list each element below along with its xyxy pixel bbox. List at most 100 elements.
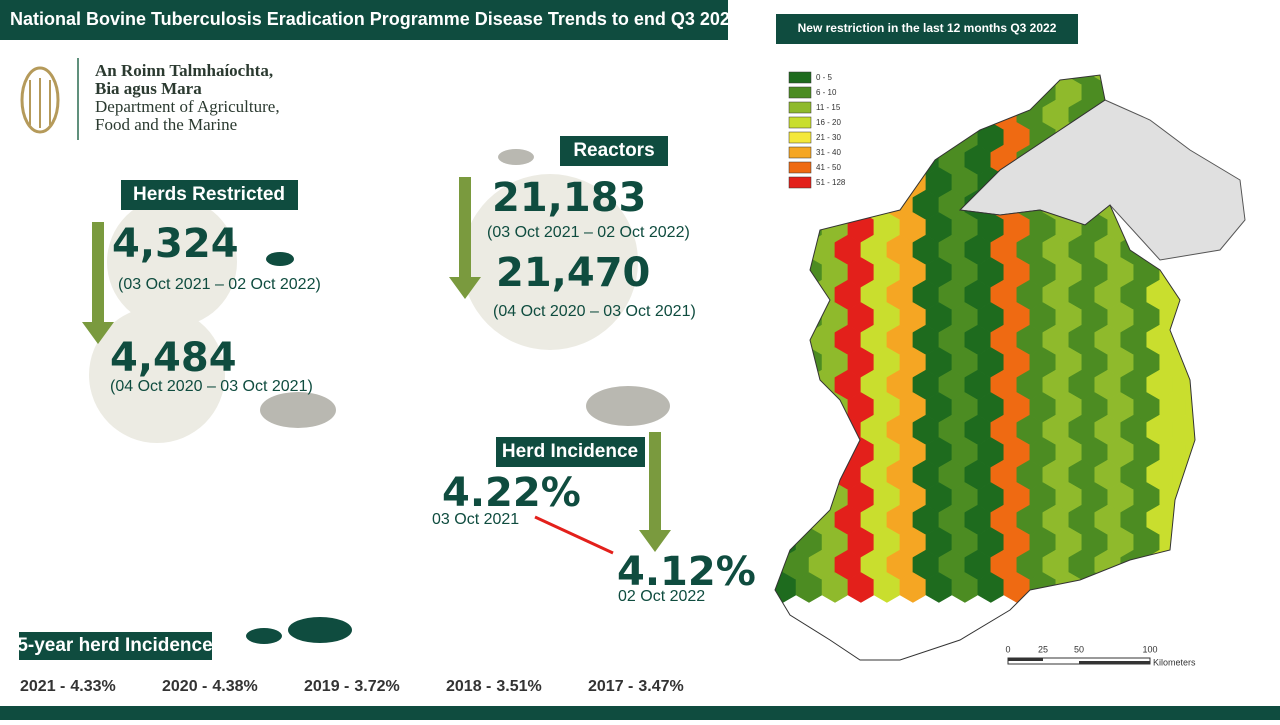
stat: 4.22%: [442, 470, 581, 516]
hex-cell: [925, 122, 953, 153]
legend-label: 16 - 20: [816, 118, 841, 127]
legend-swatch: [788, 146, 812, 159]
hex-cell: [775, 347, 797, 378]
footer-bar: [0, 706, 1280, 720]
hex-cell: [775, 75, 784, 86]
dept-line: Food and the Marine: [95, 115, 237, 134]
rate: 4.38%: [212, 678, 257, 695]
legend-label: 6 - 10: [816, 88, 837, 97]
legend-label: 31 - 40: [816, 148, 841, 157]
hex-cell: [1146, 75, 1173, 86]
hex-cell: [775, 189, 784, 221]
hex-cell: [1185, 347, 1195, 378]
hex-cell: [860, 99, 888, 131]
dept-line: An Roinn Talmhaíochta,: [95, 61, 273, 80]
scale-unit: Kilometers: [1153, 657, 1196, 667]
year: 2020 -: [162, 678, 207, 695]
hex-cell: [886, 144, 914, 176]
hex-cell: [1159, 77, 1186, 108]
legend-swatch: [788, 101, 812, 114]
hex-cell: [1133, 572, 1160, 603]
title: National Bovine Tuberculosis Eradication…: [10, 9, 740, 29]
legend-swatch: [788, 86, 812, 99]
hex-cell: [977, 77, 1005, 108]
hex-cell: [912, 99, 940, 131]
hex-cell: [834, 189, 862, 221]
hex-cell: [1185, 77, 1195, 108]
hex-cell: [1107, 572, 1134, 603]
hex-cell: [899, 77, 927, 108]
cow-icon: [498, 149, 534, 165]
hex-cell: [795, 482, 823, 513]
period: (03 Oct 2021 – 02 Oct 2022): [118, 276, 321, 293]
legend-label: 0 - 5: [816, 73, 833, 82]
period: (03 Oct 2021 – 02 Oct 2022): [487, 224, 690, 241]
dept-line: Bia agus Mara: [95, 79, 202, 98]
title-bar: [0, 0, 728, 40]
hex-cell: [1016, 75, 1044, 86]
five-year-item: 2021 - 4.33%: [20, 678, 116, 695]
year: 2019 -: [304, 678, 349, 695]
label-box: [121, 180, 298, 210]
label-box: [776, 14, 1078, 44]
label: Reactors: [573, 140, 654, 161]
hex-cell: [964, 99, 992, 131]
hex-cell: [775, 369, 784, 401]
five-year-item: 2018 - 3.51%: [446, 678, 542, 695]
hex-cell: [847, 122, 875, 153]
hex-cell: [782, 279, 810, 311]
hex-cell: [925, 77, 953, 108]
map-title: New restriction in the last 12 months Q3…: [798, 21, 1057, 35]
bubble: [107, 197, 237, 327]
hex-cell: [775, 414, 784, 446]
five-year-item: 2019 - 3.72%: [304, 678, 400, 695]
hex-cell: [1133, 77, 1160, 108]
hex-cell: [1159, 572, 1186, 603]
hex-cell: [821, 437, 849, 468]
rate: 4.33%: [70, 678, 115, 695]
label: Herds Restricted: [133, 184, 285, 205]
stat: 21,470: [496, 250, 650, 296]
hex-cell: [1185, 257, 1195, 288]
scale-tick: 100: [1142, 644, 1157, 654]
five-year-row: 2021 - 4.33% 2020 - 4.38% 2019 - 3.72% 2018 - 3…: [20, 678, 684, 695]
hex-cell: [951, 77, 979, 108]
cow-icon: [288, 617, 352, 643]
bubble: [89, 307, 225, 443]
hex-cell: [873, 77, 901, 108]
hex-cell: [886, 99, 914, 131]
hex-cell: [834, 75, 862, 86]
hex-cell: [1185, 527, 1195, 558]
hex-cell: [873, 167, 901, 198]
legend-label: 41 - 50: [816, 163, 841, 172]
year: 2021 -: [20, 678, 65, 695]
label-box: [19, 632, 212, 660]
cow-icon: [266, 252, 294, 266]
hex-cell: [775, 257, 797, 288]
hex-cell: [782, 459, 810, 491]
date: 03 Oct 2021: [432, 511, 519, 528]
hex-cell: [775, 392, 797, 423]
legend-label: 21 - 30: [816, 133, 841, 142]
legend: 0 - 5 6 - 10 11 - 15 16 - 20 21 - 30 31 - 40 4…: [788, 71, 846, 189]
year: 2017 -: [588, 678, 633, 695]
year: 2018 -: [446, 678, 491, 695]
hex-cell: [775, 279, 784, 311]
harp-logo: [20, 58, 79, 140]
legend-swatch: [788, 116, 812, 129]
hex-cell: [1172, 549, 1195, 581]
label-box: [496, 437, 645, 467]
hex-cell: [1172, 504, 1195, 536]
hex-cell: [899, 122, 927, 153]
hex-cell: [782, 369, 810, 401]
hex-cell: [1003, 77, 1031, 108]
legend-label: 51 - 128: [816, 178, 846, 187]
hex-cell: [938, 75, 966, 86]
trend-line: [534, 515, 614, 555]
label: 5-year herd Incidence: [17, 635, 212, 656]
hex-cell: [775, 324, 784, 356]
arrow: [449, 177, 481, 299]
hex-cell: [860, 75, 888, 86]
hex-cell: [847, 167, 875, 198]
hex-cell: [1172, 75, 1195, 86]
